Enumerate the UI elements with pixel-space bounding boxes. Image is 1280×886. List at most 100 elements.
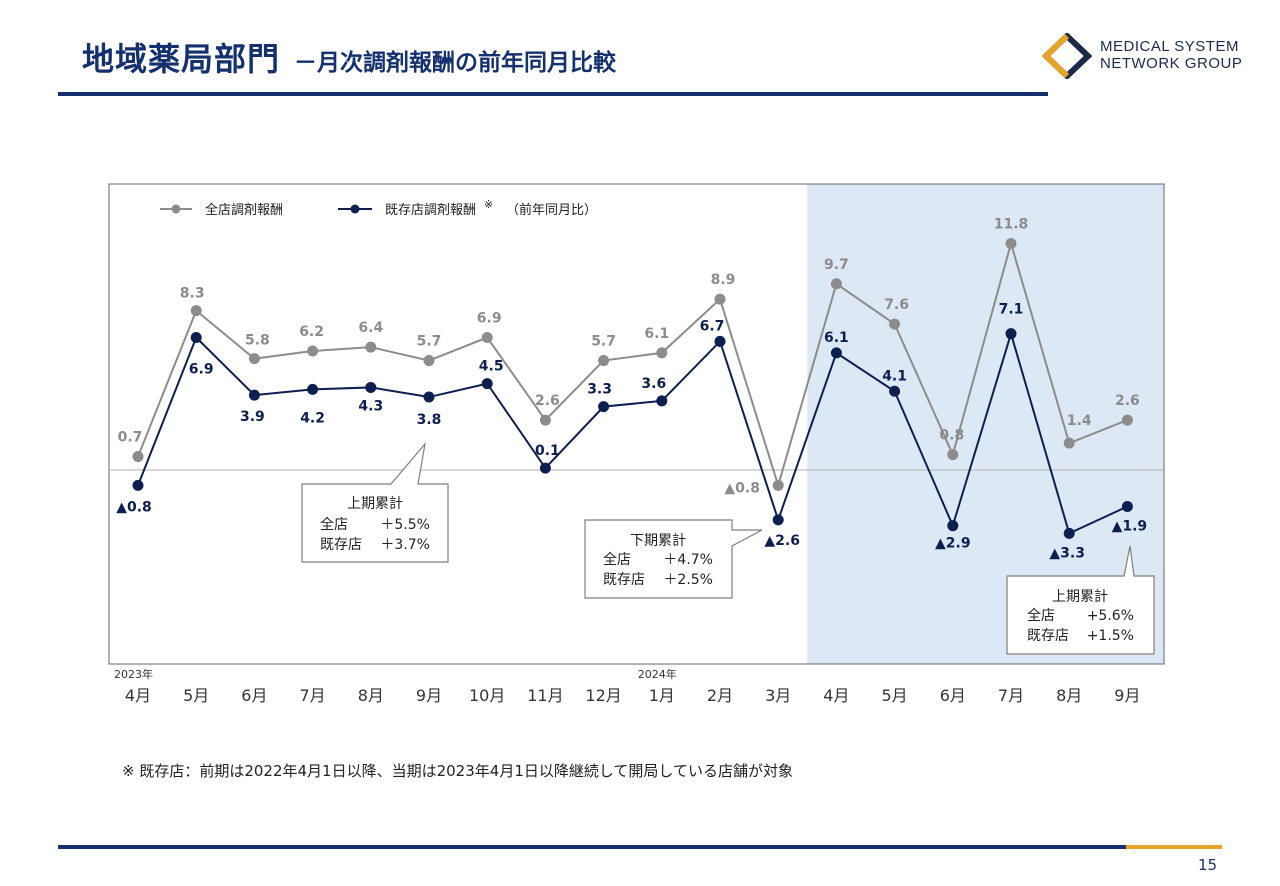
data-label: 2.6 <box>1115 393 1140 409</box>
data-point <box>190 332 202 344</box>
data-label: 1.4 <box>1067 413 1092 429</box>
data-label: 6.7 <box>700 318 725 334</box>
x-tick-label: 1月 <box>649 686 675 705</box>
data-point <box>889 385 901 397</box>
data-point <box>481 332 493 344</box>
series-line-existing-stores <box>137 330 1128 535</box>
page-number: 15 <box>1198 856 1218 874</box>
data-label: 8.3 <box>180 286 205 302</box>
data-point <box>248 389 260 401</box>
year-label: 2024年 <box>638 667 677 681</box>
footer-accent <box>1126 845 1222 849</box>
callout1-row2-label: 既存店 <box>320 537 362 553</box>
x-tick-label: 8月 <box>358 686 384 705</box>
data-label: ▲0.8 <box>116 499 152 515</box>
x-axis: 4月 5月 6月 7月 8月 9月 10月 11月 12月 1月 2月 3月 4月 5月 6月 7月 8月 9月 2… <box>114 667 1140 705</box>
data-point <box>481 378 493 390</box>
data-label: 7.6 <box>884 297 909 313</box>
data-point <box>598 401 610 413</box>
data-label: 5.7 <box>591 334 616 350</box>
callout1-title: 上期累計 <box>347 496 403 512</box>
data-point <box>423 391 435 403</box>
data-label: 6.1 <box>644 326 669 342</box>
data-point <box>365 381 377 393</box>
data-point <box>365 341 377 353</box>
data-label: 5.7 <box>417 334 442 350</box>
x-tick-label: 7月 <box>300 686 326 705</box>
data-label: ▲1.9 <box>1112 518 1148 534</box>
data-point <box>190 305 202 317</box>
data-label: ▲0.8 <box>724 480 760 496</box>
data-label: 4.3 <box>358 398 383 414</box>
data-point <box>947 449 959 461</box>
data-label: 0.8 <box>939 428 964 444</box>
callout-first-half-2024: 上期累計 全店 +5.6% 既存店 +1.5% <box>1006 545 1155 655</box>
callout-first-half-2023: 上期累計 全店 ＋5.5% 既存店 ＋3.7% <box>301 441 449 563</box>
data-point <box>947 520 959 532</box>
data-point <box>830 347 842 359</box>
x-tick-label: 11月 <box>527 686 563 705</box>
callout3-title: 上期累計 <box>1052 589 1108 605</box>
callout3-row2-value: +1.5% <box>1087 628 1134 644</box>
data-label: 6.1 <box>824 330 849 346</box>
x-tick-label: 9月 <box>416 686 442 705</box>
callout2-title: 下期累計 <box>630 533 686 549</box>
data-point <box>248 353 260 365</box>
data-point <box>132 451 144 463</box>
callout1-row1-label: 全店 <box>320 516 348 533</box>
data-label: 6.9 <box>189 362 214 378</box>
data-point <box>772 514 784 526</box>
year-label: 2023年 <box>114 667 153 681</box>
callout-second-half-2023: 下期累計 全店 ＋4.7% 既存店 ＋2.5% <box>584 519 763 599</box>
data-label: 4.5 <box>479 359 504 375</box>
data-point <box>830 278 842 290</box>
diamond-logo-icon <box>1041 31 1093 81</box>
callout2-row1-value: ＋4.7% <box>663 552 713 568</box>
data-point <box>307 345 319 357</box>
logo-line1: MEDICAL SYSTEM <box>1100 38 1239 55</box>
footnote: ※ 既存店：前期は2022年4月1日以降、当期は2023年4月1日以降継続して開… <box>122 762 793 780</box>
x-tick-label: 6月 <box>940 686 966 705</box>
data-point <box>539 414 551 426</box>
data-label: 8.9 <box>711 272 736 288</box>
data-point <box>307 383 319 395</box>
data-label: 0.7 <box>118 430 143 446</box>
data-label: ▲2.6 <box>764 533 800 549</box>
x-tick-label: 4月 <box>823 686 849 705</box>
data-label: 6.4 <box>358 320 383 336</box>
x-tick-label: 5月 <box>882 686 908 705</box>
logo-line2: NETWORK GROUP <box>1100 55 1243 72</box>
data-point <box>656 395 668 407</box>
legend-suffix: （前年同月比） <box>506 202 597 218</box>
data-label: 4.2 <box>300 410 325 426</box>
data-label: 3.6 <box>641 376 666 392</box>
data-label: 0.1 <box>535 443 560 459</box>
data-point <box>1121 500 1133 512</box>
data-label: 6.2 <box>299 324 324 340</box>
page-title: 地域薬局部門 <box>82 40 281 78</box>
data-label: 11.8 <box>994 216 1029 232</box>
title-underline <box>58 92 1048 96</box>
footer-rule <box>58 845 1126 849</box>
data-label: 9.7 <box>824 257 849 273</box>
legend: 全店調剤報酬 既存店調剤報酬 ※ （前年同月比） <box>160 198 597 218</box>
data-label: ▲3.3 <box>1049 545 1085 561</box>
company-logo: MEDICAL SYSTEM NETWORK GROUP <box>1041 31 1242 81</box>
callout2-row2-value: ＋2.5% <box>663 572 713 588</box>
data-point <box>132 479 144 491</box>
data-point <box>714 335 726 347</box>
data-point <box>423 355 435 367</box>
data-point <box>889 318 901 330</box>
x-tick-label: 8月 <box>1056 686 1082 705</box>
legend-marker-all <box>171 204 181 214</box>
legend-note-mark: ※ <box>484 198 493 211</box>
logo-text: MEDICAL SYSTEM NETWORK GROUP <box>1100 38 1242 72</box>
page-title-block: 地域薬局部門 －月次調剤報酬の前年同月比較 <box>82 34 616 80</box>
callout3-row1-label: 全店 <box>1027 607 1055 624</box>
data-point <box>1121 414 1133 426</box>
x-tick-label: 12月 <box>585 686 621 705</box>
x-tick-label: 3月 <box>765 686 791 705</box>
data-point <box>1005 328 1017 340</box>
callout1-row2-value: ＋3.7% <box>380 537 430 553</box>
